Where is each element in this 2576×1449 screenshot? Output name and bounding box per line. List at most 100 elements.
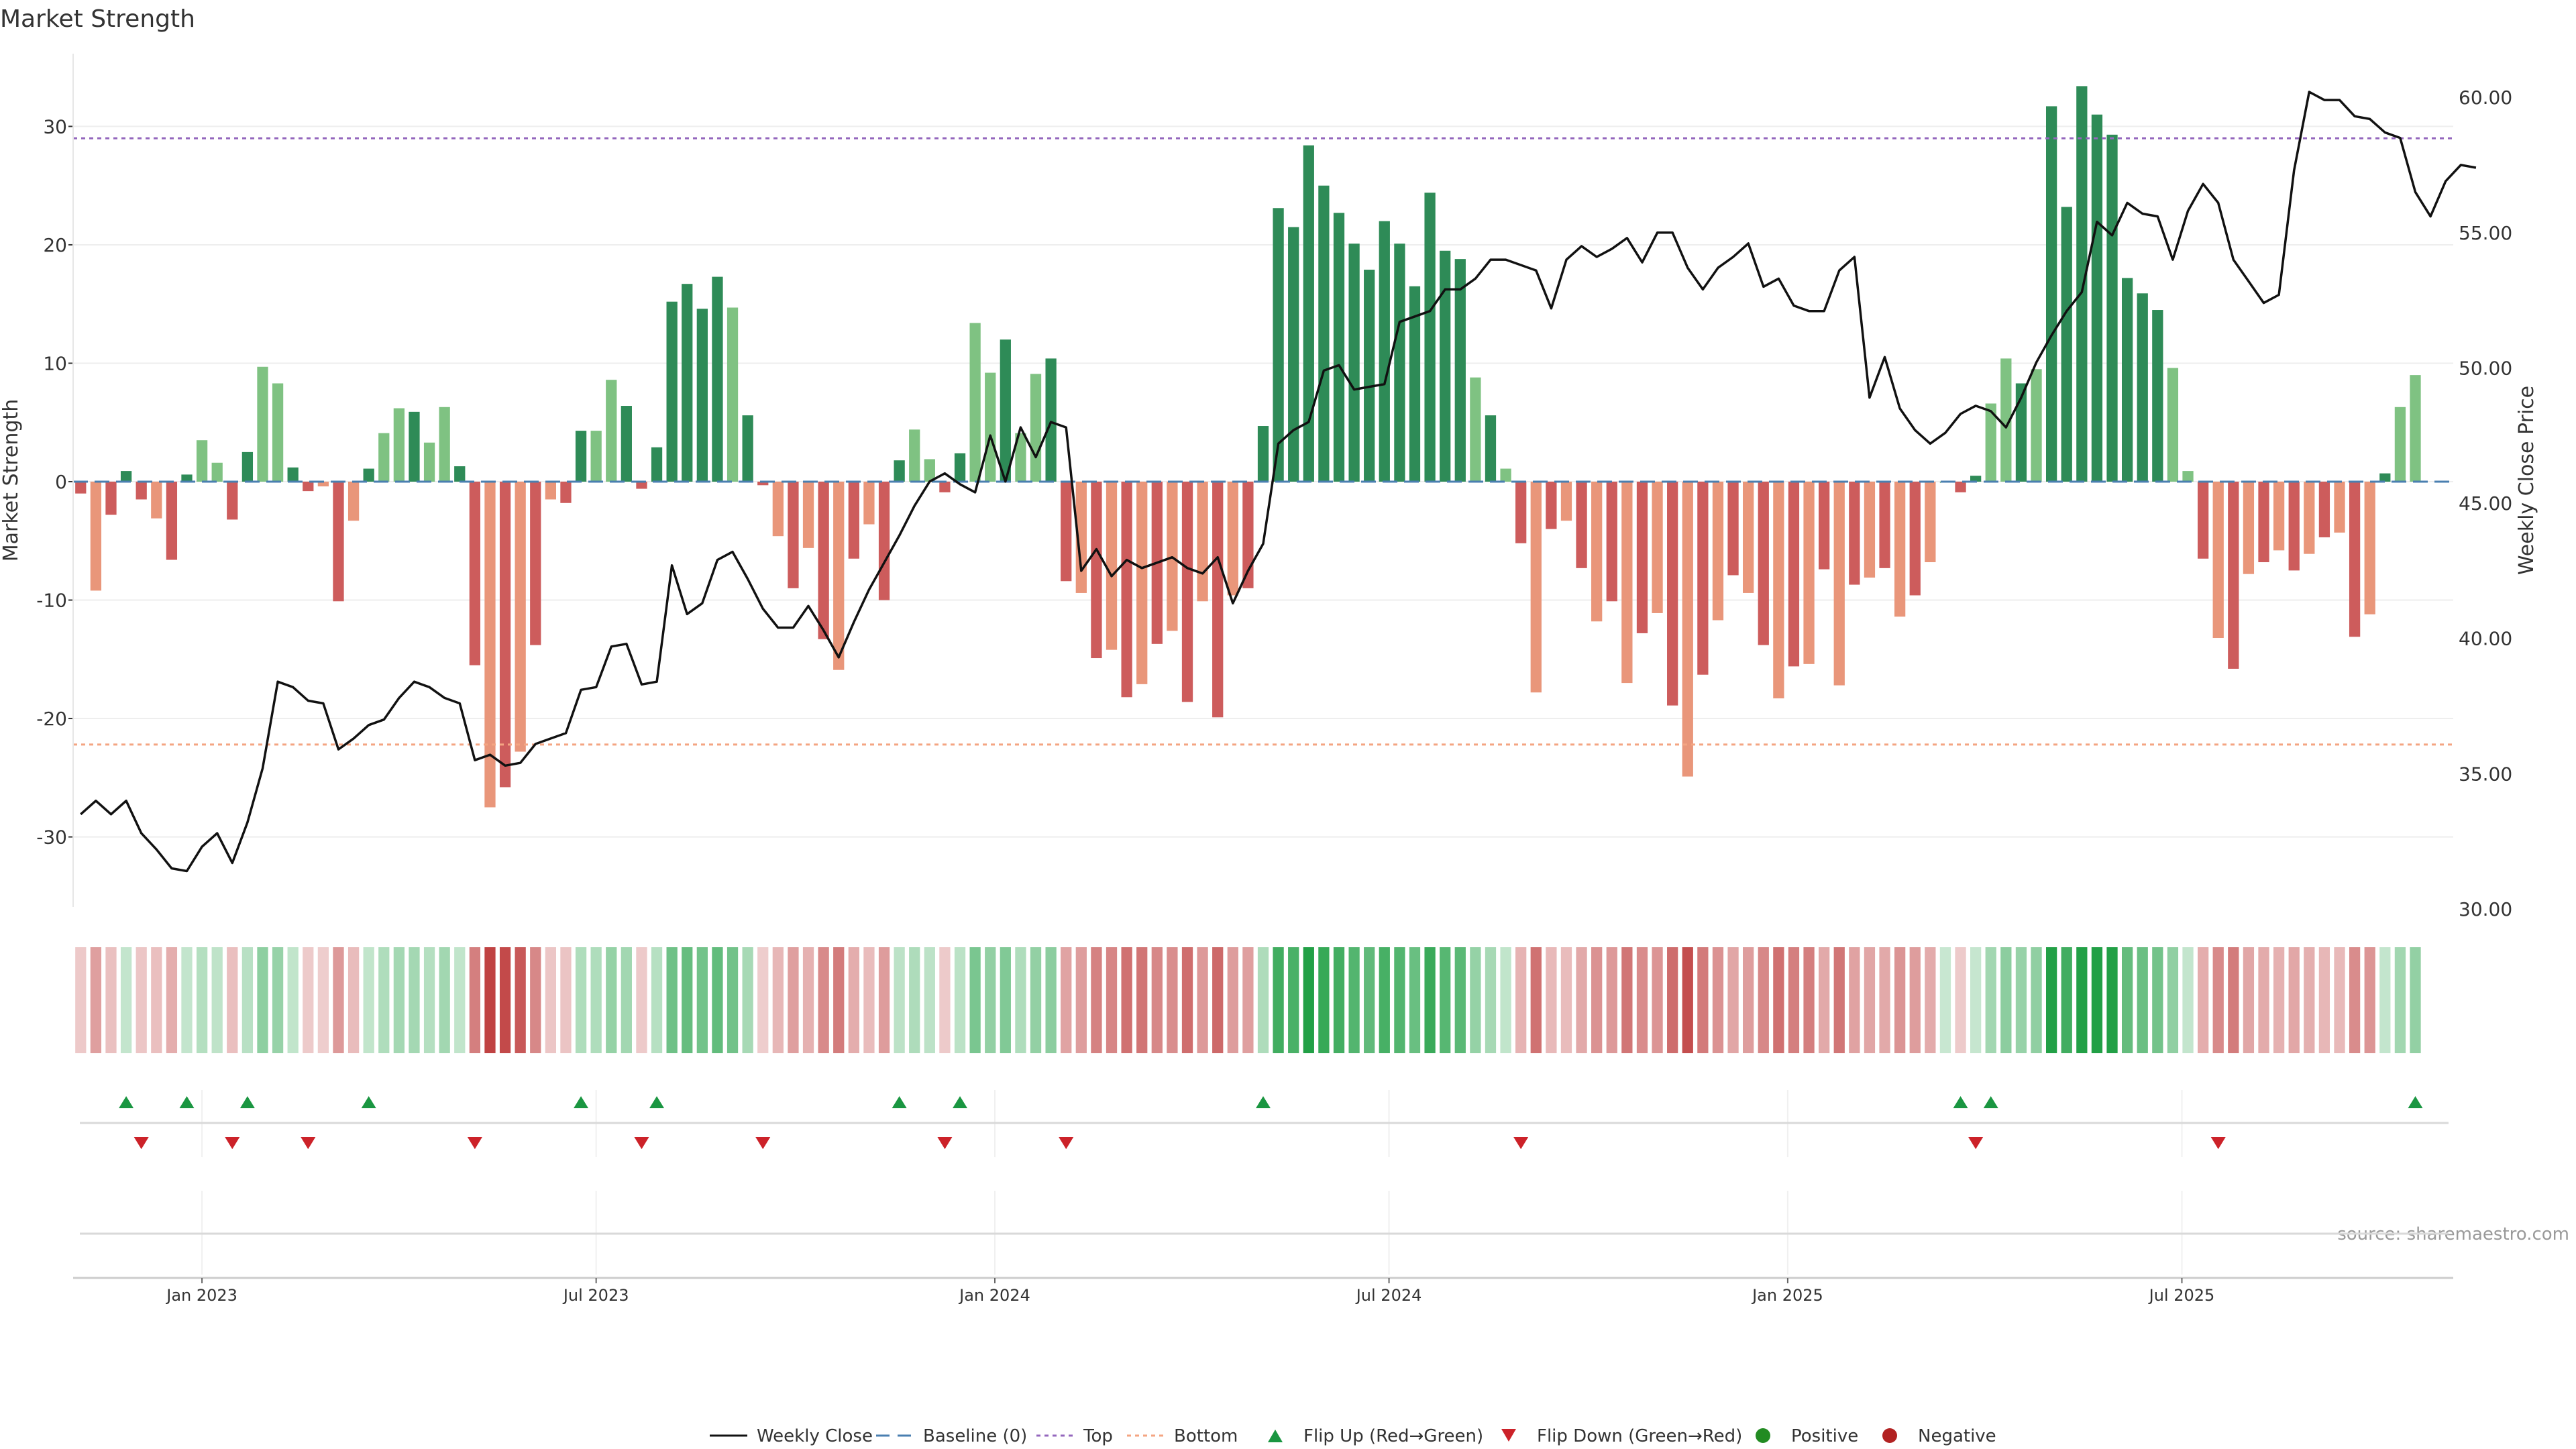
- strength-bar: [1546, 482, 1557, 529]
- heatmap-cell: [2212, 947, 2224, 1053]
- strength-bar: [105, 482, 117, 515]
- heatmap-cell: [1121, 947, 1132, 1053]
- strength-bar: [954, 453, 966, 482]
- flip-up-marker: [649, 1096, 665, 1108]
- heatmap-cell: [257, 947, 268, 1053]
- bars-layer: [75, 86, 2421, 808]
- heatmap-cell: [651, 947, 663, 1053]
- strength-bar: [409, 411, 420, 482]
- axes: -30 -20 -10 0 10 20 30 30.00 35.00 40.00 45.00 50.0…: [36, 54, 2512, 1305]
- strength-bar: [1560, 482, 1572, 521]
- strength-bar: [2258, 482, 2269, 563]
- strength-bar: [181, 474, 193, 482]
- strength-bar: [621, 406, 632, 482]
- x-tick-label: Jan 2025: [1751, 1286, 1823, 1305]
- legend-swatch-flip-up: [1268, 1430, 1283, 1442]
- heatmap-cell: [1500, 947, 1511, 1053]
- y2-tick-label: 60.00: [2459, 87, 2512, 109]
- heatmap-cell: [2061, 947, 2072, 1053]
- heatmap-cell: [1227, 947, 1238, 1053]
- strength-bar: [2334, 482, 2345, 533]
- strength-bar: [1849, 482, 1860, 585]
- strength-bar: [1591, 482, 1603, 622]
- strength-bar: [1212, 482, 1224, 718]
- strength-bar: [2076, 86, 2088, 482]
- weekly-close-line: [80, 91, 2477, 873]
- strength-bar: [1470, 377, 1481, 482]
- heatmap-cell: [682, 947, 693, 1053]
- strength-bar: [378, 433, 390, 482]
- strength-bar: [2304, 482, 2315, 554]
- strength-bar: [636, 482, 647, 489]
- strength-bar: [1091, 482, 1102, 659]
- heatmap-cell: [393, 947, 405, 1053]
- heatmap-cell: [2152, 947, 2163, 1053]
- strength-bar: [1045, 358, 1057, 482]
- flip-up-marker: [361, 1096, 376, 1108]
- strength-bar: [484, 482, 496, 808]
- strength-bar: [75, 482, 87, 494]
- heatmap-cell: [454, 947, 466, 1053]
- heatmap-cell: [1485, 947, 1497, 1053]
- strength-bar: [1819, 482, 1830, 570]
- heatmap-cell: [575, 947, 587, 1053]
- heatmap-cell: [939, 947, 951, 1053]
- y-tick-label: 10: [43, 352, 67, 374]
- y2-axis-label: Weekly Close Price: [2515, 386, 2538, 575]
- strength-bar: [2167, 368, 2179, 482]
- heatmap-cell: [333, 947, 344, 1053]
- strength-bar: [1318, 185, 1330, 482]
- y-tick-label: 30: [43, 115, 67, 138]
- strength-bar: [469, 482, 481, 665]
- strength-bar: [1758, 482, 1769, 645]
- heatmap-cell: [196, 947, 208, 1053]
- strength-bar: [1667, 482, 1678, 706]
- heatmap-cell: [211, 947, 223, 1053]
- heatmap-cell: [2197, 947, 2209, 1053]
- strength-bar: [1894, 482, 1906, 617]
- strength-bar: [257, 366, 268, 482]
- heatmap-cell: [1212, 947, 1224, 1053]
- strength-bar: [2061, 207, 2072, 482]
- strength-bar: [1181, 482, 1193, 702]
- heatmap-cell: [1045, 947, 1057, 1053]
- heatmap-cell: [287, 947, 299, 1053]
- strength-bar: [1500, 468, 1511, 482]
- flip-down-marker: [225, 1137, 240, 1149]
- heatmap-cell: [1440, 947, 1451, 1053]
- heatmap-cell: [833, 947, 845, 1053]
- heatmap-cell: [1546, 947, 1557, 1053]
- heatmap-cell: [1833, 947, 1845, 1053]
- strength-bar: [136, 482, 147, 500]
- flip-up-marker: [1953, 1096, 1968, 1108]
- heatmap-cell: [1591, 947, 1603, 1053]
- heatmap-cell: [772, 947, 784, 1053]
- heatmap-cell: [1773, 947, 1784, 1053]
- heatmap-cell: [1652, 947, 1663, 1053]
- heatmap-cell: [545, 947, 556, 1053]
- strength-bar: [1727, 482, 1739, 576]
- strength-bar: [985, 372, 996, 482]
- strength-bar: [423, 442, 435, 482]
- heatmap-cell: [2000, 947, 2012, 1053]
- heatmap-cell: [1864, 947, 1876, 1053]
- heatmap-cell: [378, 947, 390, 1053]
- strength-bar: [651, 447, 663, 482]
- heatmap-cell: [2167, 947, 2179, 1053]
- heatmap-cell: [272, 947, 284, 1053]
- heatmap-cell: [499, 947, 511, 1053]
- strength-bar: [2212, 482, 2224, 639]
- strength-bar: [2349, 482, 2361, 637]
- heatmap-cell: [1985, 947, 1996, 1053]
- strength-bar: [530, 482, 541, 645]
- strength-bar: [393, 408, 405, 482]
- heatmap-cell: [1879, 947, 1890, 1053]
- heatmap-cell: [1242, 947, 1254, 1053]
- heatmap-cell: [1909, 947, 1921, 1053]
- flip-up-marker: [179, 1096, 195, 1108]
- flip-down-marker: [133, 1137, 149, 1149]
- strength-bar: [2228, 482, 2239, 669]
- strength-bar: [1394, 244, 1405, 482]
- flip-up-marker: [119, 1096, 134, 1108]
- strength-bar: [2137, 293, 2148, 482]
